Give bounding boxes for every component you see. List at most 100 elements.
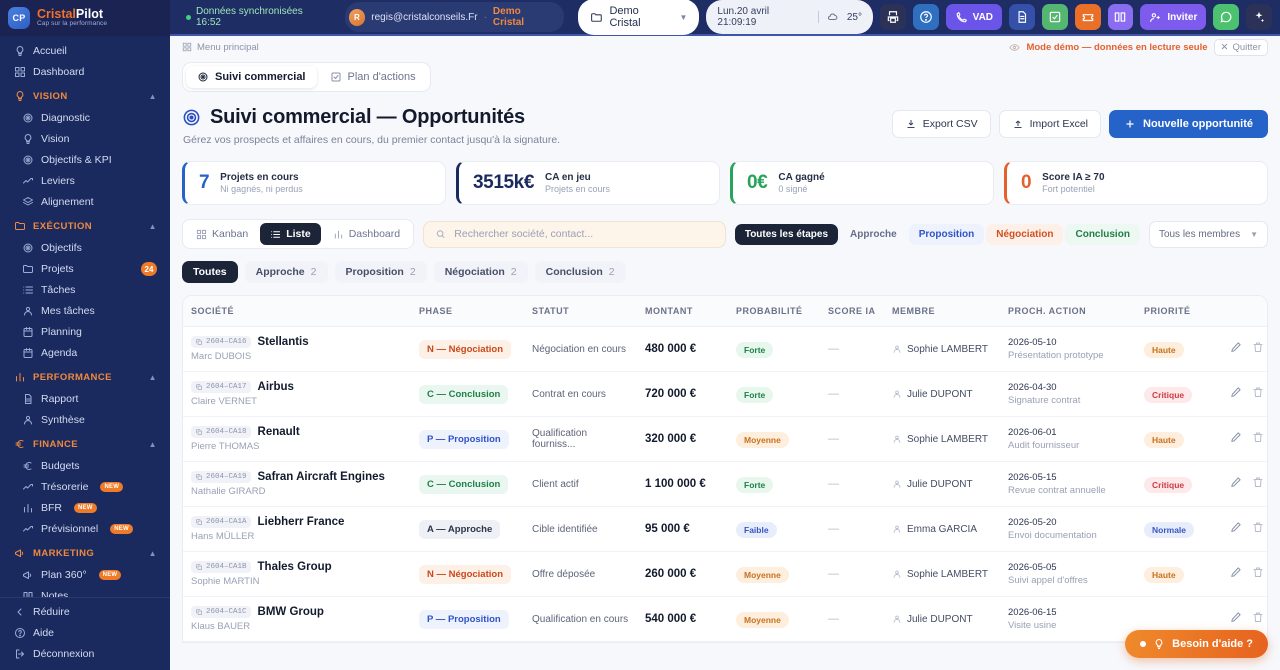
sidebar-brand[interactable]: CP CristalPilot Cap sur la performance [0,0,170,36]
chip-proposition[interactable]: Proposition 2 [334,261,427,283]
chip-n-gociation[interactable]: Négociation 2 [433,261,528,283]
delete-row-button[interactable] [1252,430,1264,448]
delete-row-button[interactable] [1252,340,1264,358]
stage-filter-toutes-les-tapes[interactable]: Toutes les étapes [734,223,839,245]
column-header[interactable]: MONTANT [637,296,728,327]
column-header[interactable]: PROBABILITÉ [728,296,820,327]
help-fab[interactable]: Besoin d'aide ? [1125,630,1268,658]
tab-plan-d-actions[interactable]: Plan d'actions [319,66,427,88]
book-button[interactable] [1107,4,1134,30]
sidebar-section-finance[interactable]: FINANCE ▲ [5,433,165,455]
sidebar-footer-aide[interactable]: Aide [5,623,165,643]
view-kanban[interactable]: Kanban [186,223,258,245]
breadcrumb[interactable]: Menu principal [182,42,259,53]
table-row[interactable]: 2604–CA17 Airbus Claire VERNET C — Conclusi… [183,371,1267,417]
sidebar-item-leviers[interactable]: Leviers [5,171,165,191]
search-input[interactable] [454,228,714,240]
chip-conclusion[interactable]: Conclusion 2 [534,261,626,283]
sidebar-item-plan-360-[interactable]: Plan 360° NEW [5,565,165,585]
sidebar-item-budgets[interactable]: Budgets [5,456,165,476]
column-header[interactable]: PROCH. ACTION [1000,296,1136,327]
sidebar-item-objectifs[interactable]: Objectifs [5,238,165,258]
column-header[interactable]: SOCIÉTÉ [183,296,411,327]
edit-row-button[interactable] [1230,340,1242,358]
sidebar-footer-r-duire[interactable]: Réduire [5,602,165,622]
help-button[interactable] [912,4,939,30]
column-header[interactable]: MEMBRE [884,296,1000,327]
sidebar-item-tr-sorerie[interactable]: Trésorerie NEW [5,477,165,497]
sidebar-item-t-ches[interactable]: Tâches [5,280,165,300]
edit-row-button[interactable] [1230,565,1242,583]
sidebar-item-rapport[interactable]: Rapport [5,389,165,409]
column-header[interactable] [1222,296,1267,327]
invite-button[interactable]: Inviter [1140,4,1207,30]
sidebar-item-bfr[interactable]: BFR NEW [5,498,165,518]
table-row[interactable]: 2604–CA16 Stellantis Marc DUBOIS N — Négoci… [183,326,1267,372]
whatsapp-button[interactable] [1213,4,1240,30]
sidebar-footer-d-connexion[interactable]: Déconnexion [5,644,165,664]
column-header[interactable]: PRIORITÉ [1136,296,1222,327]
stage-filter-approche[interactable]: Approche [840,224,907,245]
view-dashboard[interactable]: Dashboard [323,223,410,245]
sidebar-section-performance[interactable]: PERFORMANCE ▲ [5,366,165,388]
sidebar-item-accueil[interactable]: Accueil [5,41,165,61]
table-row[interactable]: 2604–CA1A Liebherr France Hans MÜLLER A — A… [183,506,1267,552]
quit-demo-button[interactable]: ✕ Quitter [1213,38,1268,56]
delete-row-button[interactable] [1252,385,1264,403]
sidebar-item-planning[interactable]: Planning [5,322,165,342]
export-csv-button[interactable]: Export CSV [891,110,991,138]
sidebar-item-diagnostic[interactable]: Diagnostic [5,108,165,128]
chip-toutes[interactable]: Toutes [182,261,238,283]
tab-suivi-commercial[interactable]: Suivi commercial [186,66,317,88]
sidebar-footer-label: Réduire [33,606,70,618]
column-header[interactable]: SCORE IA [820,296,884,327]
ticket-button[interactable] [1074,4,1101,30]
stage-filter-proposition[interactable]: Proposition [908,223,985,245]
table-row[interactable]: 2604–CA1B Thales Group Sophie MARTIN N — Né… [183,551,1267,597]
stage-filter-conclusion[interactable]: Conclusion [1065,223,1140,245]
stage-filter-n-gociation[interactable]: Négociation [986,223,1064,245]
print-button[interactable] [879,4,906,30]
trash-icon [1253,567,1263,577]
user-chip[interactable]: R regis@cristalconseils.Fr · Demo Crista… [344,2,564,32]
sidebar-item-synth-se[interactable]: Synthèse [5,410,165,430]
sidebar-item-agenda[interactable]: Agenda [5,343,165,363]
sparkle-button[interactable] [1246,4,1272,30]
table-row[interactable]: 2604–CA19 Safran Aircraft Engines Nathalie… [183,461,1267,507]
column-header[interactable]: STATUT [524,296,637,327]
delete-row-button[interactable] [1252,520,1264,538]
edit-row-button[interactable] [1230,385,1242,403]
column-header[interactable]: PHASE [411,296,524,327]
sidebar-item-notes[interactable]: Notes [5,586,165,597]
clock-widget[interactable]: Lun.20 avril 21:09:19 25° [706,0,873,34]
sidebar-section-vision[interactable]: VISION ▲ [5,85,165,107]
vad-button[interactable]: VAD [945,4,1003,30]
table-row[interactable]: 2604–CA1C BMW Group Klaus BAUER P — Proposi… [183,596,1267,642]
sidebar-item-dashboard[interactable]: Dashboard [5,62,165,82]
member-select[interactable]: Tous les membres ▼ [1148,220,1268,248]
checklist-button[interactable] [1041,4,1068,30]
edit-row-button[interactable] [1230,430,1242,448]
sidebar-item-mes-t-ches[interactable]: Mes tâches [5,301,165,321]
document-button[interactable] [1009,4,1035,30]
search-box[interactable] [423,220,726,248]
delete-row-button[interactable] [1252,610,1264,628]
delete-row-button[interactable] [1252,475,1264,493]
table-row[interactable]: 2604–CA18 Renault Pierre THOMAS P — Proposi… [183,416,1267,462]
sidebar-item-projets[interactable]: Projets 24 [5,259,165,279]
sidebar-item-pr-visionnel[interactable]: Prévisionnel NEW [5,519,165,539]
workspace-select[interactable]: Demo Cristal ▼ [577,0,700,35]
view-liste[interactable]: Liste [260,223,321,245]
edit-row-button[interactable] [1230,610,1242,628]
sidebar-item-vision[interactable]: Vision [5,129,165,149]
sidebar-item-objectifs-kpi[interactable]: Objectifs & KPI [5,150,165,170]
new-opportunity-button[interactable]: Nouvelle opportunité [1109,110,1268,138]
edit-row-button[interactable] [1230,520,1242,538]
import-excel-button[interactable]: Import Excel [998,110,1101,138]
edit-row-button[interactable] [1230,475,1242,493]
delete-row-button[interactable] [1252,565,1264,583]
sidebar-section-exécution[interactable]: EXÉCUTION ▲ [5,215,165,237]
sidebar-section-marketing[interactable]: MARKETING ▲ [5,542,165,564]
sidebar-item-alignement[interactable]: Alignement [5,192,165,212]
chip-approche[interactable]: Approche 2 [244,261,328,283]
